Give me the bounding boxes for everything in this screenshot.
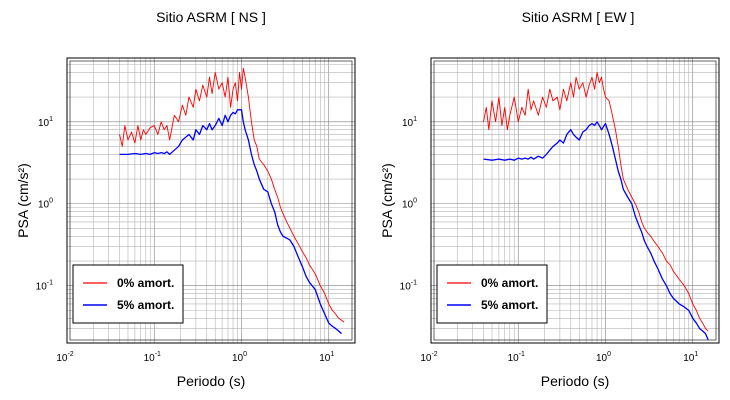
legend-label: 5% amort.: [481, 298, 538, 312]
x-tick-label: 101: [683, 351, 698, 364]
series-line-0pct: [119, 67, 345, 323]
y-tick-label: 10-1: [400, 280, 417, 293]
series-line-0pct: [483, 71, 709, 332]
x-tick-label: 10-1: [144, 351, 161, 364]
y-tick-label: 10-1: [36, 280, 53, 293]
chart-title: Sitio ASRM [ EW ]: [522, 9, 635, 25]
legend: 0% amort. 5% amort.: [72, 264, 184, 324]
x-tick-label: 100: [232, 351, 247, 364]
x-axis-label: Periodo (s): [177, 373, 245, 389]
x-tick-label: 100: [596, 351, 611, 364]
y-tick-label: 100: [402, 198, 417, 211]
y-axis-label: PSA (cm/s²): [15, 163, 31, 238]
plot-frame: [66, 57, 356, 344]
y-tick-label: 101: [38, 116, 53, 129]
plot-frame-inner: [433, 60, 717, 341]
x-tick-label: 10-2: [56, 351, 73, 364]
legend-box: [72, 264, 184, 324]
chart-ew: 10-2 10-1 100 101 10-1 100 101 Sitio ASRM [ EW …: [379, 9, 720, 389]
x-tick-label: 10-1: [508, 351, 525, 364]
legend-label: 0% amort.: [481, 276, 538, 290]
chart-title: Sitio ASRM [ NS ]: [156, 9, 266, 25]
series-line-5pct: [119, 109, 342, 335]
legend-label: 0% amort.: [117, 276, 174, 290]
y-axis-label: PSA (cm/s²): [379, 163, 395, 238]
chart-ns: 10-2 10-1 100 101 10-1 100 101 Sitio ASRM [ NS …: [15, 9, 356, 389]
x-tick-label: 10-2: [420, 351, 437, 364]
y-tick-label: 101: [402, 116, 417, 129]
plot-frame-inner: [69, 60, 353, 341]
legend: 0% amort. 5% amort.: [436, 264, 548, 324]
legend-label: 5% amort.: [117, 298, 174, 312]
legend-box: [436, 264, 548, 324]
plot-frame: [430, 57, 720, 344]
series-line-5pct: [483, 121, 709, 340]
x-tick-label: 101: [319, 351, 334, 364]
x-axis-label: Periodo (s): [541, 373, 609, 389]
y-tick-label: 100: [38, 198, 53, 211]
